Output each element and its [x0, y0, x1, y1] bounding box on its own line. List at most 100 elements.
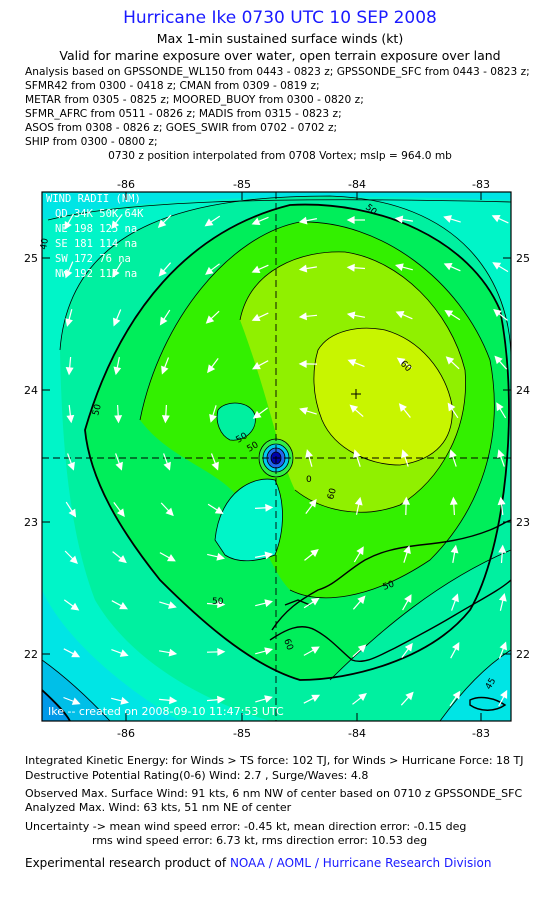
wind-arrow-head [251, 313, 261, 322]
wind-arrow-head [252, 410, 262, 419]
wind-arrow-head [445, 356, 455, 365]
wind-arrow-head [65, 269, 73, 279]
contour-50-outer [84, 203, 510, 681]
wind-arrow-head [443, 215, 452, 223]
wind-arrow-head [449, 496, 458, 505]
wind-arrow-head [496, 402, 504, 412]
wind-arrow-head [497, 449, 505, 459]
wind-arrow-head [65, 367, 74, 376]
wind-arrow-head [500, 689, 508, 699]
credit-line: Experimental research product of NOAA / … [25, 856, 492, 870]
contour-west-loop [216, 402, 256, 441]
lon-tick-top: -86 [117, 178, 135, 191]
wind-arrow-head [498, 544, 507, 553]
contour-60 [239, 251, 466, 513]
rms-line: rms wind speed error: 6.73 kt, rms direc… [92, 834, 428, 847]
wind-arrow-head [357, 595, 366, 605]
wind-arrow-head [168, 648, 178, 657]
wind-vector-layer [63, 213, 509, 707]
wind-arrow-head [120, 696, 129, 705]
observed-max-line: Observed Max. Surface Wind: 91 kts, 6 nm… [25, 787, 523, 800]
lat-tick-right: 23 [516, 516, 530, 529]
wind-arrow-head [119, 602, 128, 610]
wind-radii-row-sw: SW 172 76 na [55, 253, 131, 265]
wind-arrow-head [214, 506, 224, 515]
wind-arrow-head [357, 644, 367, 653]
wind-arrow-head [113, 366, 122, 376]
wind-arrow-head [298, 312, 307, 321]
contour-55 [139, 221, 495, 599]
wind-arrow-head [346, 311, 356, 320]
contour-40 [47, 199, 511, 221]
analysis-line-1: Analysis based on GPSSONDE_WL150 from 04… [25, 66, 530, 78]
isla-juventud [469, 696, 507, 711]
cuba-south-coast [269, 579, 511, 662]
wind-fill-layer [42, 192, 511, 721]
wind-arrow-head [157, 219, 167, 228]
wind-arrow-head [118, 555, 127, 564]
contour-label: 60 [281, 638, 294, 652]
hrd-link[interactable]: NOAA / AOML / Hurricane Research Divisio… [229, 856, 492, 870]
wind-arrow-head [354, 496, 363, 506]
contour-label: 40 [39, 237, 51, 250]
wind-arrow-head [112, 268, 120, 278]
wind-arrow-head [216, 552, 226, 561]
wind-arrow-head [396, 357, 406, 366]
contour-layer [42, 195, 511, 721]
wind-arrow-head [65, 318, 73, 327]
valid-line: Valid for marine exposure over water, op… [59, 48, 501, 63]
wind-arrow-head [161, 415, 170, 424]
wind-radii-title: WIND RADII (NM) [46, 193, 141, 205]
wind-arrow-head [264, 647, 274, 655]
contour-label: 0 [306, 475, 312, 485]
wind-arrow-head [395, 311, 405, 319]
wind-arrow-head [405, 691, 414, 701]
wind-arrow-head [491, 214, 501, 223]
wind-arrow-head [404, 594, 412, 604]
wind-arrow-head [493, 308, 502, 318]
map-credit: Ike -- created on 2008-09-10 11:47:53 UT… [48, 705, 284, 718]
wind-arrow-head [119, 649, 129, 657]
contour-sw-2 [42, 689, 71, 721]
wind-arrow-head [310, 597, 320, 606]
wind-arrow-head [158, 268, 167, 277]
crosshair [42, 192, 511, 721]
wind-arrow-head [353, 449, 361, 458]
lon-tick-top: -84 [348, 178, 366, 191]
wind-arrow-head [450, 544, 459, 554]
wind-arrow-head [169, 696, 178, 705]
wind-arrow-head [346, 216, 355, 224]
wind-arrow-head [310, 548, 319, 558]
wind-arrow-head [356, 546, 364, 556]
wind-arrow-head [298, 216, 308, 225]
wind-arrow-head [308, 498, 317, 508]
wind-arrow-head [449, 449, 457, 459]
wind-arrow-head [67, 461, 75, 471]
wind-arrow-head [349, 404, 359, 413]
band-yellow-green [313, 328, 453, 465]
contour-sw-1 [42, 659, 111, 721]
wind-arrow-head [398, 403, 407, 412]
wind-arrow-head [497, 496, 506, 506]
lon-tick-top: -85 [233, 178, 251, 191]
wind-arrow-head [265, 503, 274, 512]
wind-arrow-head [64, 220, 72, 230]
wind-arrow-head [68, 508, 77, 518]
wind-arrow-head [498, 593, 507, 602]
wind-arrow-head [161, 365, 169, 375]
wind-arrow-head [346, 263, 355, 272]
wind-arrow-head [251, 265, 261, 273]
wind-arrow-head [299, 407, 308, 415]
wind-arrow-head [252, 362, 261, 370]
wind-arrow-head [452, 642, 460, 651]
analysis-line-6: SHIP from 0300 - 0800 z; [25, 136, 158, 148]
wind-arrow-head [70, 602, 80, 611]
lat-tick-left: 22 [24, 648, 38, 661]
wind-arrow-head [207, 364, 216, 374]
lat-tick-right: 25 [516, 252, 530, 265]
wind-arrow-head [444, 309, 454, 318]
wind-arrow-head [494, 355, 503, 365]
plot-frame [41, 191, 512, 722]
lon-tick-bottom: -83 [472, 727, 490, 740]
wind-arrow-head [452, 690, 461, 700]
